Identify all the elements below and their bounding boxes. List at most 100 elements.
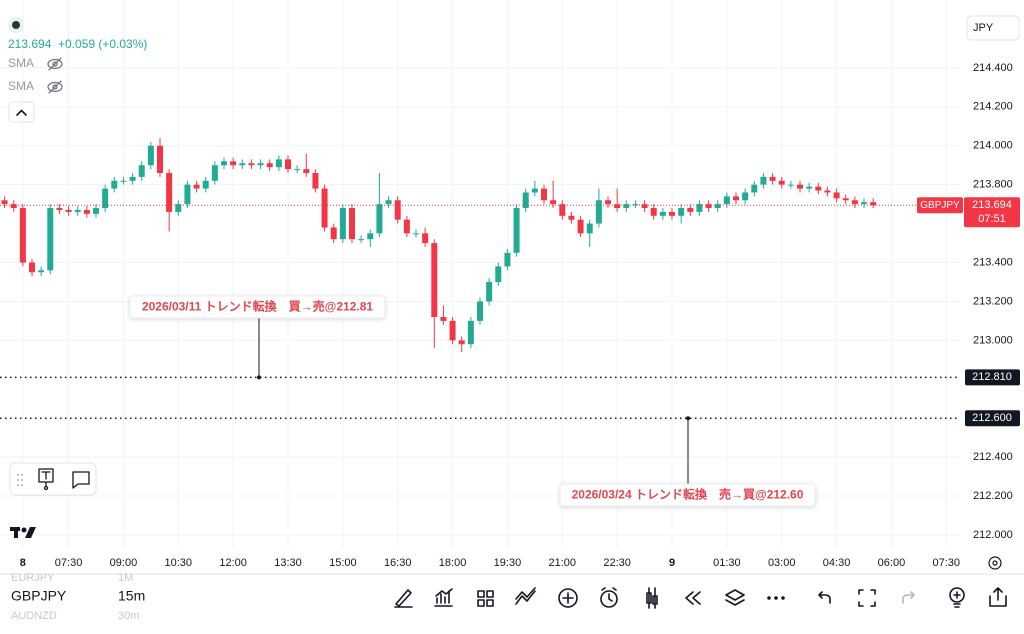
candle-body xyxy=(522,192,529,209)
collapse-button[interactable] xyxy=(8,101,35,123)
hidden-icon[interactable] xyxy=(47,57,63,71)
candle-body xyxy=(312,173,319,189)
comment-tool[interactable] xyxy=(72,471,90,489)
chevron-up xyxy=(16,109,27,116)
y-tick-label: 214.400 xyxy=(973,62,1013,74)
x-tick-label: 07:30 xyxy=(933,557,961,569)
candle-body xyxy=(632,204,639,206)
x-tick-label: 03:00 xyxy=(768,557,796,569)
candle-body xyxy=(394,200,401,220)
candle-body xyxy=(349,208,355,240)
candle-body xyxy=(678,208,685,216)
candle-body xyxy=(861,202,867,205)
compare-icon[interactable] xyxy=(515,587,536,605)
candle-body xyxy=(257,163,264,166)
y-tick-label: 213.200 xyxy=(973,295,1013,307)
x-tick-label: 21:00 xyxy=(549,557,577,569)
candle-body xyxy=(138,165,145,177)
candle-body xyxy=(376,204,383,234)
candle-body xyxy=(102,188,109,209)
drag-handle[interactable] xyxy=(17,474,23,486)
candle-body xyxy=(422,233,429,244)
candle-body xyxy=(65,209,72,212)
axis-settings[interactable] xyxy=(988,556,1002,570)
candle-body xyxy=(120,180,127,182)
plot xyxy=(0,137,960,419)
alert-icon[interactable] xyxy=(600,590,618,608)
templates-icon[interactable] xyxy=(477,590,494,607)
candle-body xyxy=(358,239,365,241)
candle-body xyxy=(550,200,557,205)
candle-body xyxy=(248,163,255,166)
candle-body xyxy=(733,196,739,201)
candle-body xyxy=(705,204,712,209)
candle-body xyxy=(303,169,310,174)
candle-body xyxy=(440,317,447,321)
symbol-interval: 1M xyxy=(118,572,133,584)
candle-body xyxy=(330,227,337,240)
indicator[interactable]: SMA xyxy=(8,79,34,93)
x-tick-label: 09:00 xyxy=(110,557,138,569)
candle-body xyxy=(221,161,227,166)
hidden-icon[interactable] xyxy=(47,80,63,94)
x-tick-label: 22:30 xyxy=(603,557,631,569)
add-icon[interactable] xyxy=(558,588,578,608)
candle-body xyxy=(714,204,721,209)
candle-body xyxy=(175,204,182,212)
price-line-tag xyxy=(965,369,1020,386)
symbol-name[interactable]: EURJPY xyxy=(11,572,55,584)
candle-body xyxy=(778,180,785,185)
symbol-name[interactable]: AUDNZD xyxy=(11,610,57,622)
candle-body xyxy=(29,262,35,273)
candle-body xyxy=(83,209,90,214)
symbol-name[interactable]: GBPJPY xyxy=(11,588,67,604)
candle-body xyxy=(339,208,346,240)
candle-body xyxy=(751,184,758,193)
layers-icon[interactable] xyxy=(725,589,745,606)
currency: JPY xyxy=(973,22,994,34)
annotation-text: 2026/03/24 トレンド転換 売→買@212.60 xyxy=(572,487,804,502)
change: +0.059 (+0.03%) xyxy=(58,37,147,51)
candle-body xyxy=(559,204,566,216)
candle-body xyxy=(477,301,483,321)
candle-body xyxy=(669,211,675,216)
draw-icon[interactable] xyxy=(394,589,413,608)
candle-body xyxy=(294,169,301,171)
undo-icon[interactable] xyxy=(818,591,831,604)
candle-body xyxy=(157,145,163,174)
candle-body xyxy=(467,320,474,345)
price-line-tag xyxy=(965,410,1020,427)
chart-type-icon[interactable] xyxy=(646,587,658,609)
candle-body xyxy=(595,200,602,224)
candle-body xyxy=(285,159,291,170)
status-dot xyxy=(12,21,20,29)
currency-button[interactable] xyxy=(966,15,1020,41)
logo xyxy=(10,527,36,538)
countdown-label: 07:51 xyxy=(978,213,1006,225)
toolbar-icons xyxy=(394,587,1007,609)
price: 213.694 xyxy=(8,37,52,51)
candle-body xyxy=(266,163,273,168)
indicators-icon[interactable] xyxy=(434,588,453,607)
y-tick-label: 214.000 xyxy=(973,140,1013,152)
candle-body xyxy=(824,190,831,193)
candle-body xyxy=(1,200,8,205)
x-tick-label: 18:00 xyxy=(439,557,467,569)
indicator[interactable]: SMA xyxy=(8,56,34,70)
redo-icon[interactable] xyxy=(902,591,915,604)
candle-body xyxy=(504,252,511,267)
candle-body xyxy=(787,184,794,186)
candle-body xyxy=(202,180,209,189)
replay-icon[interactable] xyxy=(685,591,701,605)
symbol-tag xyxy=(917,197,963,214)
more-icon[interactable] xyxy=(767,596,785,600)
y-tick-label: 213.800 xyxy=(973,179,1013,191)
text-tool[interactable] xyxy=(38,468,54,491)
fullscreen-icon[interactable] xyxy=(858,589,876,607)
y-tick-label: 212.000 xyxy=(973,529,1013,541)
share-icon[interactable] xyxy=(989,587,1007,607)
candle-body xyxy=(431,243,438,318)
ideas-icon[interactable] xyxy=(949,587,965,603)
symbol-list: EURJPY 1M GBPJPY 15m AUDNZD 30m xyxy=(11,572,145,622)
